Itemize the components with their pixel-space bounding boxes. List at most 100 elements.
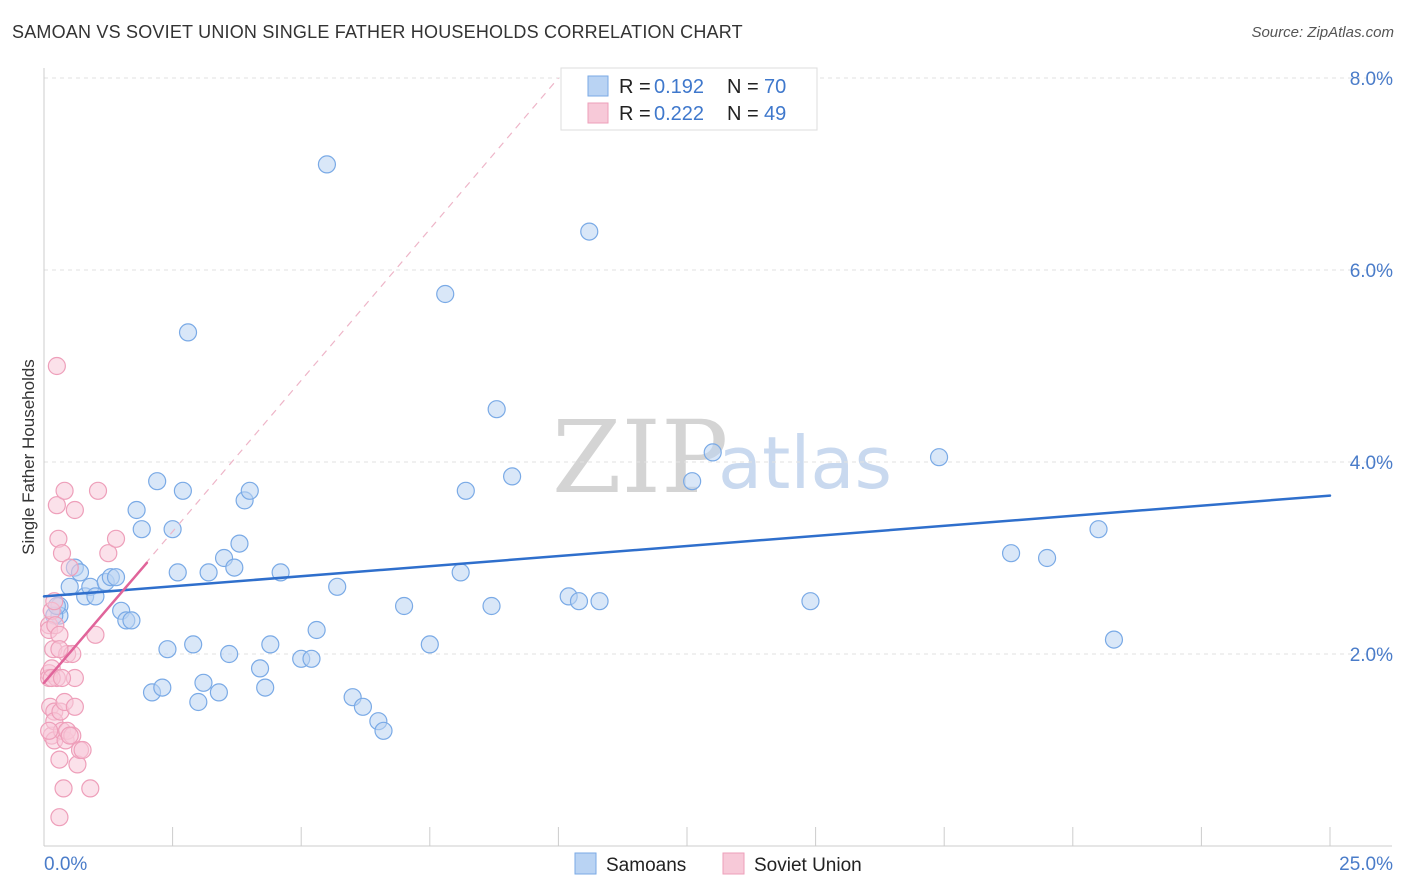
samoans-point-54 bbox=[487, 400, 506, 419]
y-tick-label-2: 6.0% bbox=[1350, 261, 1393, 282]
y-tick-label-1: 4.0% bbox=[1350, 453, 1393, 474]
soviet-union-point-47 bbox=[60, 726, 79, 745]
samoans-point-66 bbox=[1089, 520, 1108, 539]
samoans-point-27 bbox=[199, 563, 218, 582]
correlation-legend: R = 0.192 N = 70 R = 0.222 N = 49 bbox=[560, 67, 818, 131]
watermark-zip: ZIP bbox=[552, 399, 728, 516]
watermark: ZIP atlas bbox=[552, 399, 892, 516]
x-ticks bbox=[172, 827, 1331, 846]
samoans-point-17 bbox=[148, 472, 167, 491]
samoans-point-42 bbox=[317, 155, 337, 174]
samoans-trend-line bbox=[42, 494, 1332, 598]
soviet-union-point-48 bbox=[50, 640, 69, 659]
samoans-point-7 bbox=[86, 587, 105, 606]
series-legend-swatch-soviet-union bbox=[722, 852, 745, 875]
samoans-point-57 bbox=[569, 592, 589, 611]
samoans-point-52 bbox=[456, 481, 475, 500]
legend-r-label-soviet-union: R = bbox=[619, 103, 651, 125]
samoans-point-47 bbox=[374, 721, 393, 740]
axes bbox=[43, 68, 1392, 847]
samoans-point-53 bbox=[482, 596, 501, 616]
samoans-point-19 bbox=[158, 640, 177, 659]
samoans-point-28 bbox=[209, 683, 228, 702]
samoans-point-63 bbox=[929, 448, 949, 467]
chart-source: Source: ZipAtlas.com bbox=[1251, 24, 1394, 41]
soviet-union-point-39 bbox=[86, 625, 105, 644]
samoans-point-25 bbox=[189, 692, 208, 712]
watermark-atlas: atlas bbox=[718, 421, 892, 505]
gridlines bbox=[44, 77, 1392, 655]
soviet-union-point-37 bbox=[73, 740, 92, 760]
soviet-union-point-14 bbox=[47, 496, 66, 515]
samoans-point-13 bbox=[122, 611, 141, 630]
legend-r-value-soviet-union: 0.222 bbox=[654, 103, 704, 125]
soviet-union-point-23 bbox=[54, 779, 73, 798]
legend-r-value-samoans: 0.192 bbox=[654, 76, 704, 98]
samoans-point-32 bbox=[230, 534, 249, 553]
soviet-union-point-42 bbox=[106, 529, 126, 548]
samoans-point-37 bbox=[261, 635, 280, 654]
samoans-point-10 bbox=[106, 568, 126, 587]
x-tick-label-min: 0.0% bbox=[44, 854, 87, 875]
samoans-point-20 bbox=[163, 520, 182, 539]
samoans-point-64 bbox=[1001, 544, 1021, 563]
samoans-point-21 bbox=[168, 563, 187, 582]
samoans-point-51 bbox=[451, 563, 470, 582]
soviet-union-point-44 bbox=[40, 721, 59, 740]
soviet-union-point-24 bbox=[55, 481, 74, 500]
samoans-point-18 bbox=[153, 678, 172, 697]
legend-n-label-samoans: N = bbox=[727, 76, 759, 98]
trend-lines bbox=[42, 77, 1332, 685]
samoans-point-58 bbox=[580, 222, 599, 241]
samoans-point-31 bbox=[225, 558, 244, 577]
y-tick-labels: 2.0% 4.0% 6.0% 8.0% bbox=[1350, 69, 1393, 666]
samoans-point-48 bbox=[394, 596, 414, 616]
soviet-union-point-41 bbox=[99, 544, 118, 563]
series-legend-label-samoans: Samoans bbox=[606, 855, 686, 876]
samoans-point-50 bbox=[436, 284, 455, 304]
series-legend-swatch-samoans bbox=[574, 852, 597, 875]
samoans-point-41 bbox=[307, 620, 326, 640]
samoans-point-34 bbox=[240, 481, 259, 500]
samoans-point-40 bbox=[302, 649, 321, 668]
series-legend-label-soviet-union: Soviet Union bbox=[754, 855, 862, 876]
soviet-union-point-38 bbox=[81, 779, 100, 798]
samoans-point-62 bbox=[801, 592, 820, 611]
x-tick-label-max: 25.0% bbox=[1339, 854, 1393, 875]
legend-n-value-samoans: 70 bbox=[764, 76, 786, 98]
soviet-union-point-40 bbox=[88, 481, 108, 500]
legend-n-value-soviet-union: 49 bbox=[764, 103, 786, 125]
samoans-point-60 bbox=[683, 472, 702, 491]
soviet-union-point-21 bbox=[52, 544, 72, 563]
legend-n-label-soviet-union: N = bbox=[727, 103, 759, 125]
y-tick-label-0: 2.0% bbox=[1350, 645, 1393, 666]
samoans-point-36 bbox=[256, 678, 275, 697]
legend-swatch-samoans bbox=[587, 75, 609, 97]
samoans-point-59 bbox=[590, 592, 609, 611]
soviet-union-point-29 bbox=[60, 558, 79, 577]
samoans-point-14 bbox=[127, 500, 146, 520]
samoans-point-61 bbox=[703, 443, 722, 462]
soviet-union-point-18 bbox=[50, 750, 69, 769]
samoans-point-15 bbox=[132, 520, 151, 539]
samoans-point-30 bbox=[220, 644, 239, 664]
soviet-union-trend-line bbox=[42, 561, 149, 685]
samoans-point-55 bbox=[503, 467, 522, 486]
samoans-point-22 bbox=[173, 481, 192, 500]
soviet-union-point-19 bbox=[50, 808, 69, 827]
soviet-union-point-33 bbox=[65, 697, 84, 716]
samoans-point-35 bbox=[250, 659, 270, 678]
chart-title: SAMOAN VS SOVIET UNION SINGLE FATHER HOU… bbox=[12, 22, 743, 42]
soviet-union-point-13 bbox=[47, 356, 66, 376]
y-axis-title: Single Father Households bbox=[19, 359, 38, 555]
samoans-point-65 bbox=[1037, 548, 1057, 568]
y-tick-label-3: 8.0% bbox=[1350, 69, 1393, 90]
samoans-point-26 bbox=[194, 673, 213, 692]
samoans-point-49 bbox=[420, 635, 439, 654]
samoans-point-23 bbox=[178, 323, 198, 342]
samoans-point-67 bbox=[1104, 630, 1124, 649]
legend-r-label-samoans: R = bbox=[619, 76, 651, 98]
soviet-union-point-46 bbox=[52, 668, 72, 688]
soviet-union-point-34 bbox=[65, 500, 84, 520]
